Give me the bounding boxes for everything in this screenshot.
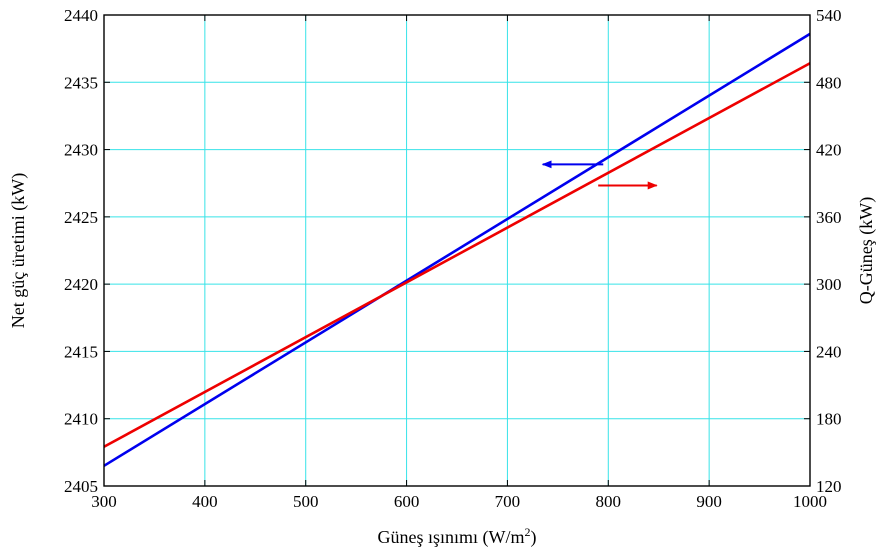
plot-frame (103, 14, 811, 487)
x-tick-label: 1000 (793, 492, 827, 511)
x-axis-title-main: Güneş ışınımı (W/m (378, 527, 525, 548)
x-tick-label: 900 (696, 492, 722, 511)
y-left-tick-label: 2420 (64, 275, 98, 294)
y-right-tick-label: 420 (816, 141, 842, 160)
y-left-tick-label: 2405 (64, 477, 98, 496)
series-group (103, 32, 811, 467)
y-right-tick-label: 480 (816, 73, 842, 92)
ticks-group (103, 14, 811, 487)
y-left-tick-label: 2415 (64, 342, 98, 361)
y-right-tick-label: 180 (816, 410, 842, 429)
x-tick-label: 400 (192, 492, 218, 511)
x-tick-label: 600 (394, 492, 420, 511)
x-axis-title: Güneş ışınımı (W/m2) (378, 525, 537, 548)
y-left-tick-label: 2410 (64, 410, 98, 429)
y-left-tick-label: 2430 (64, 141, 98, 160)
y-axis-left-title: Net güç üretimi (kW) (8, 173, 29, 328)
y-right-tick-label: 240 (816, 342, 842, 361)
y-right-tick-label: 120 (816, 477, 842, 496)
x-tick-label: 800 (596, 492, 622, 511)
net-power-line (103, 32, 811, 467)
x-tick-label: 500 (293, 492, 319, 511)
x-tick-label: 700 (495, 492, 521, 511)
y-right-tick-label: 360 (816, 208, 842, 227)
y-left-tick-label: 2425 (64, 208, 98, 227)
y-axis-right-title: Q-Güneş (kW) (856, 197, 877, 304)
tick-labels-group: 300 400 500 600 700 800 900 1000 2405 2410 2415 242… (64, 6, 842, 511)
x-axis-title-suffix: ) (531, 527, 537, 548)
q-solar-line (103, 62, 811, 448)
y-right-tick-label: 300 (816, 275, 842, 294)
grid (104, 15, 810, 486)
y-left-tick-label: 2435 (64, 73, 98, 92)
x-axis-title-superscript: 2 (525, 525, 531, 539)
x-tick-label: 300 (91, 492, 117, 511)
y-right-tick-label: 540 (816, 6, 842, 25)
y-left-tick-label: 2440 (64, 6, 98, 25)
